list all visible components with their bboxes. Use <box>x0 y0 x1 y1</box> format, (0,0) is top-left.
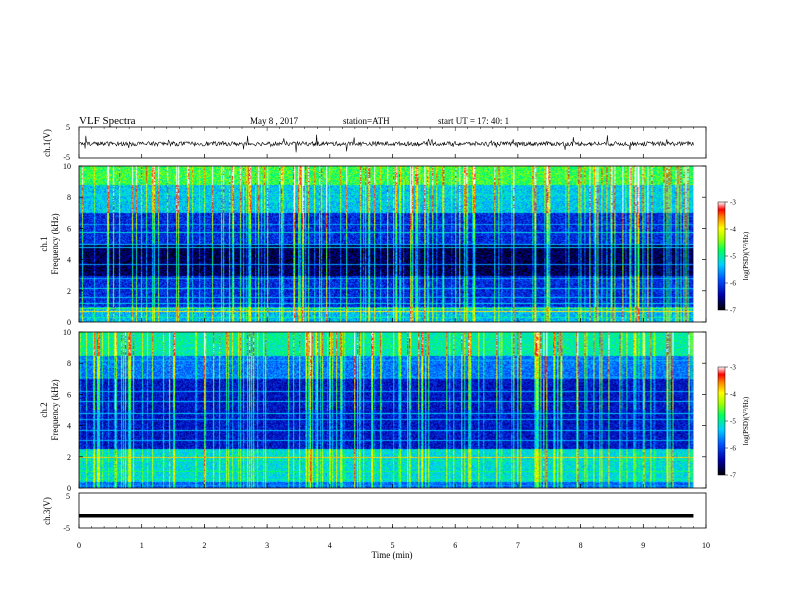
time-tick-label: 2 <box>202 541 206 550</box>
ch1-waveform-line <box>78 127 707 153</box>
ch1-waveform-ylabel: ch.1(V) <box>42 129 52 157</box>
ch2-freq-ylabel: Frequency (kHz) <box>50 379 60 440</box>
time-tick-label: 5 <box>391 541 395 550</box>
colorbar-tick-label: -6 <box>730 445 736 453</box>
colorbar-tick-label: -3 <box>730 364 736 372</box>
ch1-colorbar-ticks: -3 -4 -5 -6 -7 <box>725 199 736 315</box>
freq-tick-label: 10 <box>63 328 71 337</box>
ch3-waveform-ylabel: ch.3(V) <box>42 497 52 525</box>
ch3-waveform-panel: 5 -5 ch.3(V) <box>42 492 707 533</box>
ch3-ytick-top: 5 <box>66 492 70 501</box>
colorbar-tick-label: -5 <box>730 418 736 426</box>
ch2-channel-label: ch.2 <box>39 402 49 417</box>
time-tick-label: 3 <box>265 541 269 550</box>
time-tick-label: 4 <box>328 541 332 550</box>
freq-tick-label: 0 <box>67 484 71 493</box>
ch1-freq-ylabel: Frequency (kHz) <box>50 213 60 274</box>
freq-tick-label: 2 <box>67 453 71 462</box>
spectrogram-raster <box>79 332 694 488</box>
ch1-ytick-top: 5 <box>66 123 70 132</box>
freq-tick-label: 4 <box>67 256 71 265</box>
ch1-ytick-bottom: -5 <box>63 153 70 162</box>
ch2-colorbar-ticks: -3 -4 -5 -6 -7 <box>725 364 736 480</box>
ch1-colorbar-label: log(PSD)(V²/Hz) <box>742 231 750 280</box>
freq-tick-label: 6 <box>67 390 71 399</box>
station-label: station=ATH <box>343 116 390 126</box>
colorbar-tick-label: -4 <box>730 391 736 399</box>
freq-tick-label: 0 <box>67 318 71 327</box>
ch3-ytick-bottom: -5 <box>63 524 70 533</box>
time-tick-label: 1 <box>140 541 144 550</box>
date-label: May 8 , 2017 <box>250 116 298 126</box>
ch1-trace <box>78 134 694 153</box>
freq-tick-label: 10 <box>63 162 71 171</box>
spectrogram-no-data <box>693 332 706 488</box>
time-tick-label: 8 <box>579 541 583 550</box>
freq-tick-label: 6 <box>67 224 71 233</box>
colorbar-tick-label: -3 <box>730 199 736 207</box>
time-tick-label: 0 <box>77 541 81 550</box>
ch2-spectrogram <box>79 332 706 488</box>
time-tick-label: 10 <box>702 541 710 550</box>
colorbar-tick-label: -6 <box>730 280 736 288</box>
ch2-freq-ticks: 0 2 4 6 8 10 <box>63 328 706 493</box>
ch1-colorbar <box>717 201 726 311</box>
time-tick-label: 9 <box>641 541 645 550</box>
colorbar-tick-label: -7 <box>730 307 736 315</box>
colorbar-tick-label: -4 <box>730 226 736 234</box>
start-ut-label: start UT = 17: 40: 1 <box>438 116 509 126</box>
freq-tick-label: 4 <box>67 422 71 431</box>
colorbar-tick-label: -5 <box>730 253 736 261</box>
ch1-channel-label: ch.1 <box>39 236 49 251</box>
colorbar-tick-label: -7 <box>730 472 736 480</box>
freq-tick-label: 8 <box>67 359 71 368</box>
spectrogram-raster <box>79 166 694 322</box>
ch2-colorbar-label: log(PSD)(V²/Hz) <box>742 396 750 445</box>
ch1-freq-ticks: 0 2 4 6 8 10 <box>63 162 706 327</box>
spectrogram-no-data <box>693 166 706 322</box>
ch3-waveform-frame <box>78 492 707 529</box>
ch2-colorbar <box>717 366 726 476</box>
freq-tick-label: 8 <box>67 193 71 202</box>
time-axis: 0 1 2 3 4 5 6 7 8 9 10 <box>77 154 710 550</box>
time-tick-label: 6 <box>453 541 457 550</box>
freq-tick-label: 2 <box>67 287 71 296</box>
figure-title: VLF Spectra <box>79 115 136 127</box>
ch1-spectrogram <box>79 166 706 322</box>
time-tick-label: 7 <box>516 541 520 550</box>
time-axis-label: Time (min) <box>372 550 413 560</box>
ch1-waveform-panel: 5 -5 ch.1(V) <box>42 123 707 162</box>
